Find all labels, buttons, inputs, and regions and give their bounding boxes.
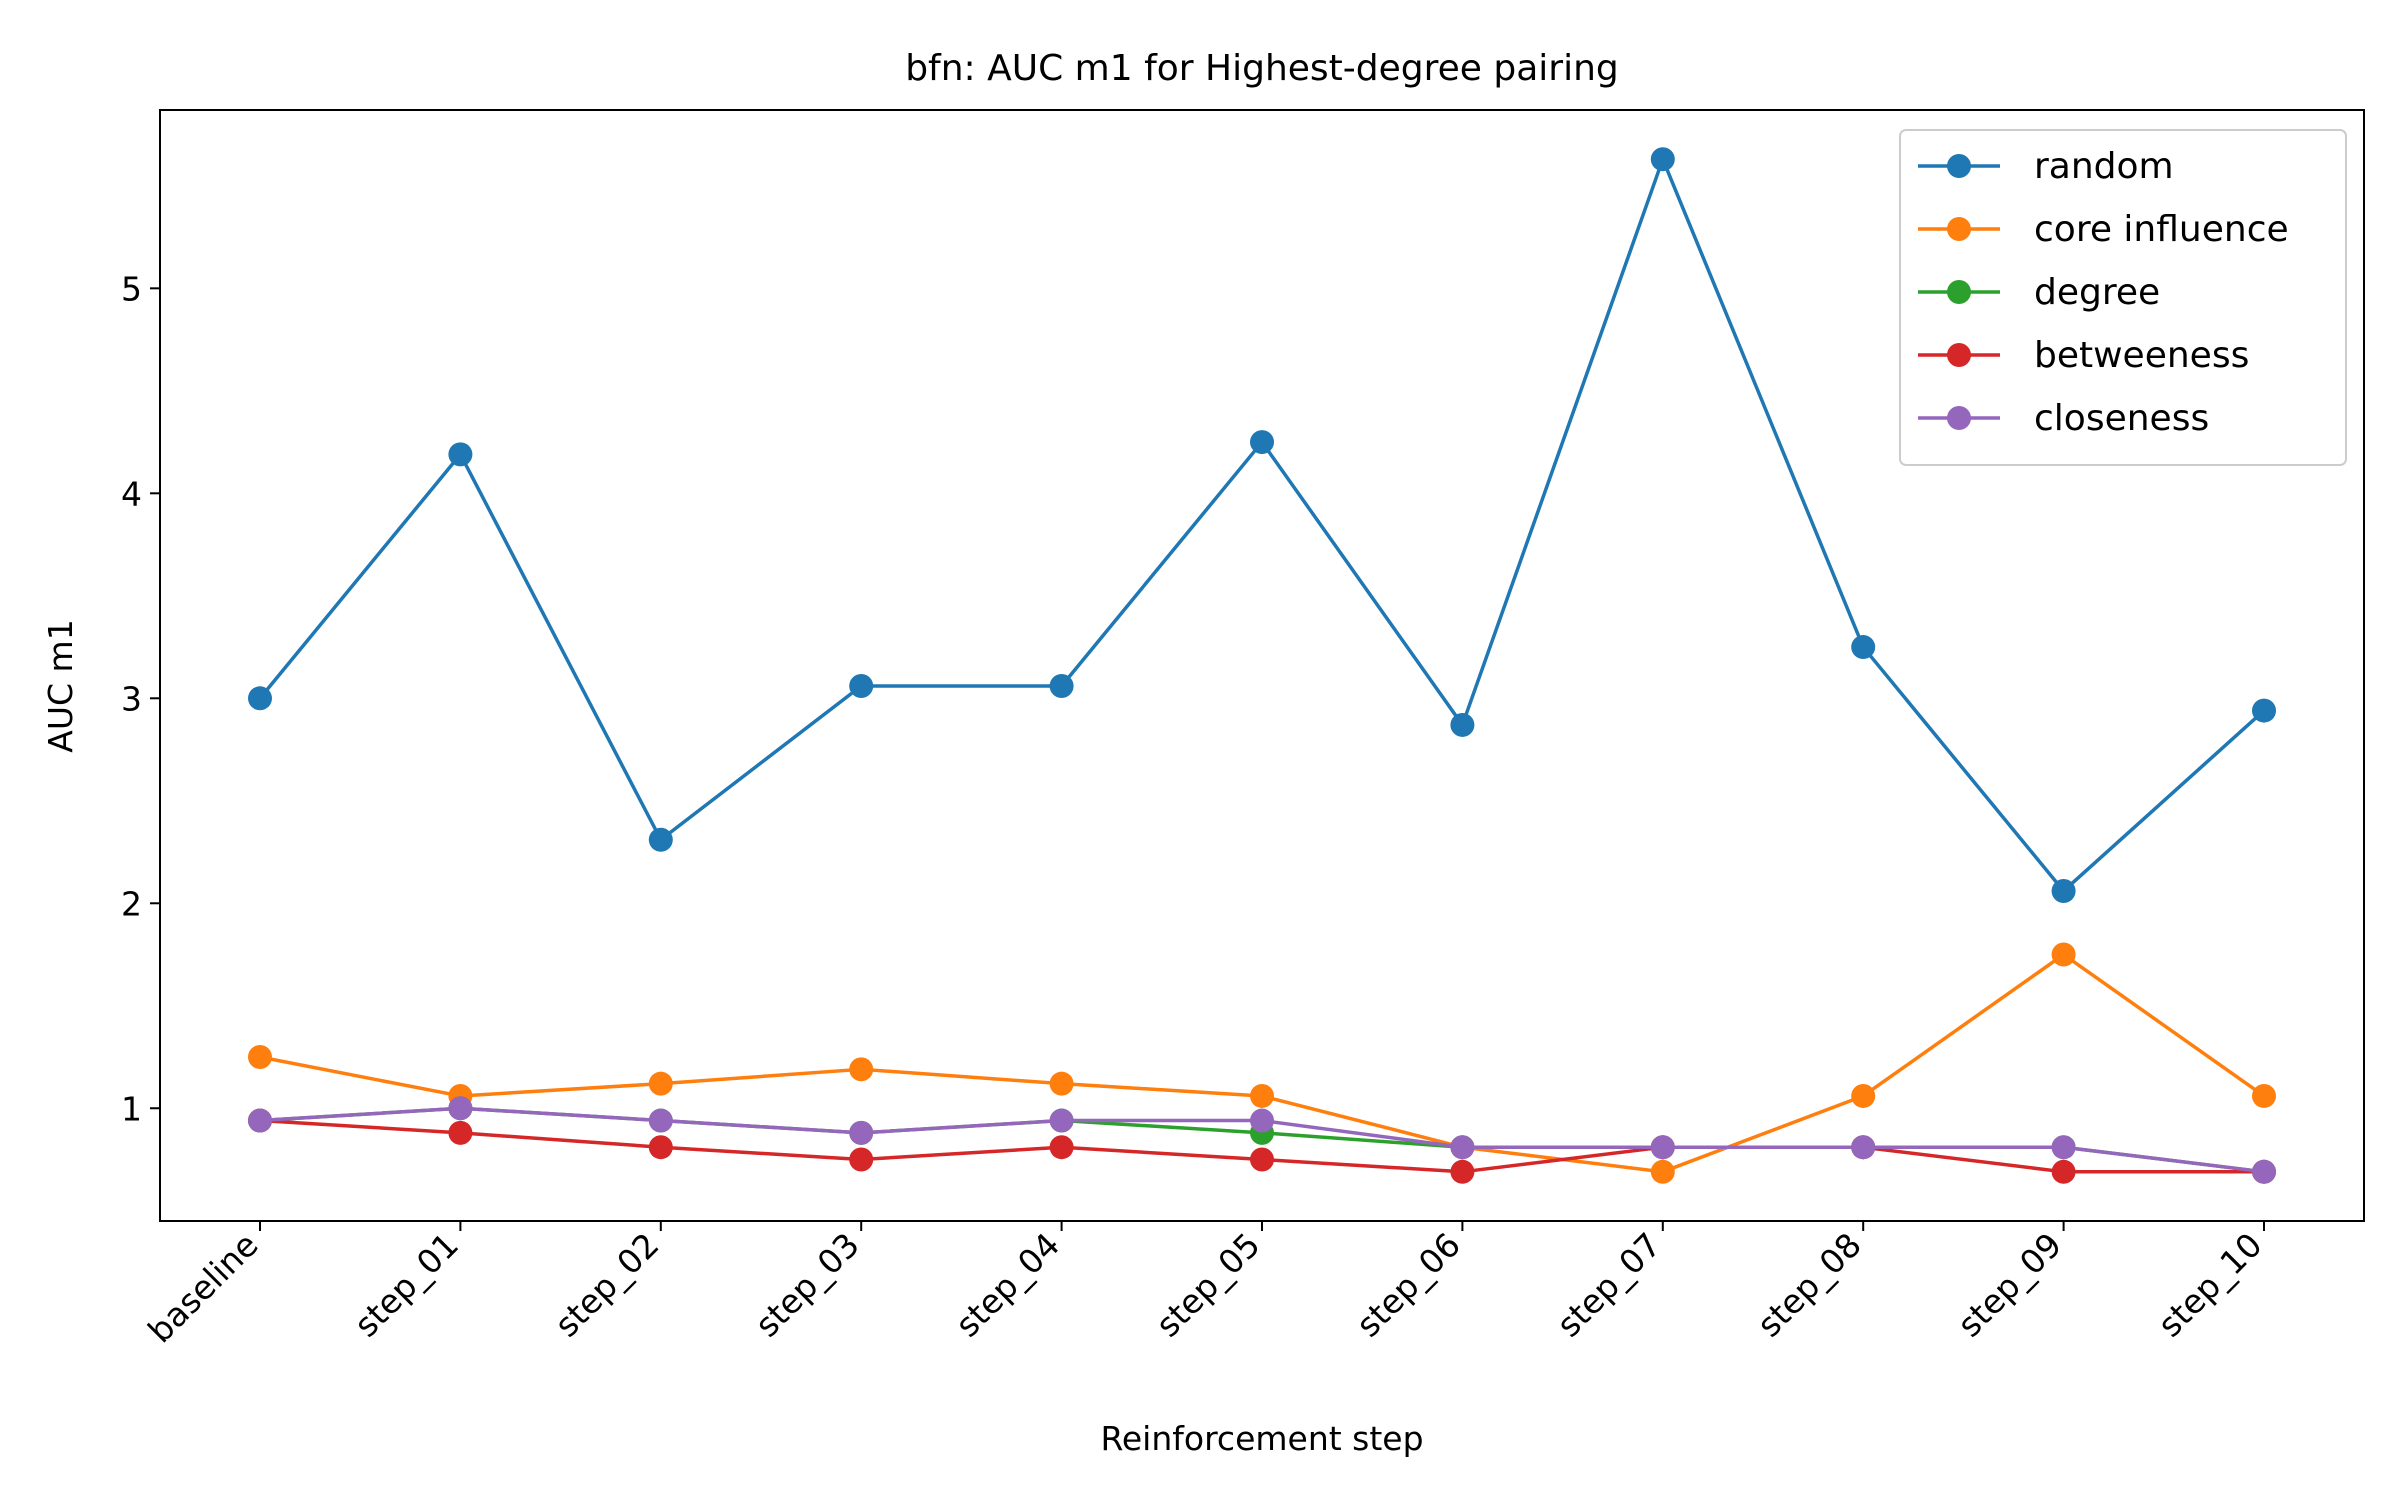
y-tick-label: 1 <box>121 1089 142 1128</box>
data-point-closeness <box>648 1108 673 1133</box>
data-point-core-influence <box>849 1057 874 1082</box>
data-point-closeness <box>1049 1108 1074 1133</box>
data-point-betweeness <box>2051 1159 2076 1184</box>
y-tick-label: 3 <box>121 679 142 718</box>
data-point-betweeness <box>849 1147 874 1172</box>
legend-item-closeness: closeness <box>1918 398 2209 439</box>
legend-swatch-marker <box>1947 343 1971 367</box>
data-point-random <box>1450 712 1475 737</box>
data-point-random <box>1650 147 1675 172</box>
data-point-random <box>2252 698 2276 723</box>
data-point-random <box>2051 878 2076 903</box>
data-point-random <box>448 442 473 467</box>
data-point-closeness <box>2051 1135 2076 1160</box>
legend-label: closeness <box>2034 398 2209 439</box>
y-tick-label: 2 <box>121 884 142 923</box>
data-point-random <box>1851 635 1876 660</box>
data-point-random <box>1250 430 1274 455</box>
legend-swatch-marker <box>1947 217 1971 241</box>
data-point-core-influence <box>1049 1071 1074 1096</box>
data-point-betweeness <box>1450 1159 1475 1184</box>
data-point-closeness <box>1450 1135 1475 1160</box>
legend-label: random <box>2034 146 2174 187</box>
data-point-closeness <box>1250 1108 1274 1133</box>
legend-item-core-influence: core influence <box>1918 209 2289 250</box>
data-point-betweeness <box>448 1120 473 1145</box>
data-point-core-influence <box>2252 1083 2276 1108</box>
legend-item-degree: degree <box>1918 272 2160 313</box>
data-point-random <box>248 686 272 711</box>
y-axis-label: AUC m1 <box>41 619 80 752</box>
legend-label: degree <box>2034 272 2160 313</box>
data-point-core-influence <box>1650 1159 1675 1184</box>
data-point-betweeness <box>1250 1147 1274 1172</box>
x-axis-label: Reinforcement step <box>1100 1419 1423 1458</box>
y-tick-label: 5 <box>121 269 142 308</box>
y-tick-label: 4 <box>121 474 142 513</box>
data-point-core-influence <box>1851 1083 1876 1108</box>
legend: random core influence degree betweeness clos… <box>1899 129 2347 466</box>
data-point-closeness <box>248 1108 272 1133</box>
series-random <box>248 147 2276 903</box>
data-point-closeness <box>849 1120 874 1145</box>
data-point-random <box>849 673 874 698</box>
data-point-closeness <box>2252 1159 2276 1184</box>
chart-title: bfn: AUC m1 for Highest-degree pairing <box>905 48 1619 89</box>
data-point-core-influence <box>1250 1083 1274 1108</box>
legend-label: betweeness <box>2034 335 2249 376</box>
legend-item-random: random <box>1918 146 2174 187</box>
legend-box <box>1899 129 2347 466</box>
legend-swatch-marker <box>1947 406 1971 430</box>
series-core-influence <box>248 942 2276 1184</box>
data-point-random <box>1049 673 1074 698</box>
legend-item-betweeness: betweeness <box>1918 335 2249 376</box>
legend-swatch-marker <box>1947 280 1971 304</box>
data-point-core-influence <box>648 1071 673 1096</box>
y-axis: 1 2 3 4 5 <box>121 269 160 1128</box>
data-point-core-influence <box>248 1045 272 1070</box>
series-closeness <box>248 1096 2276 1184</box>
data-point-core-influence <box>2051 942 2076 967</box>
data-point-betweeness <box>648 1135 673 1160</box>
data-point-random <box>648 827 673 852</box>
data-point-closeness <box>448 1096 473 1121</box>
data-point-closeness <box>1650 1135 1675 1160</box>
legend-swatch-marker <box>1947 154 1971 178</box>
data-point-closeness <box>1851 1135 1876 1160</box>
legend-label: core influence <box>2034 209 2289 250</box>
plot-content <box>248 147 2276 1184</box>
data-point-betweeness <box>1049 1135 1074 1160</box>
